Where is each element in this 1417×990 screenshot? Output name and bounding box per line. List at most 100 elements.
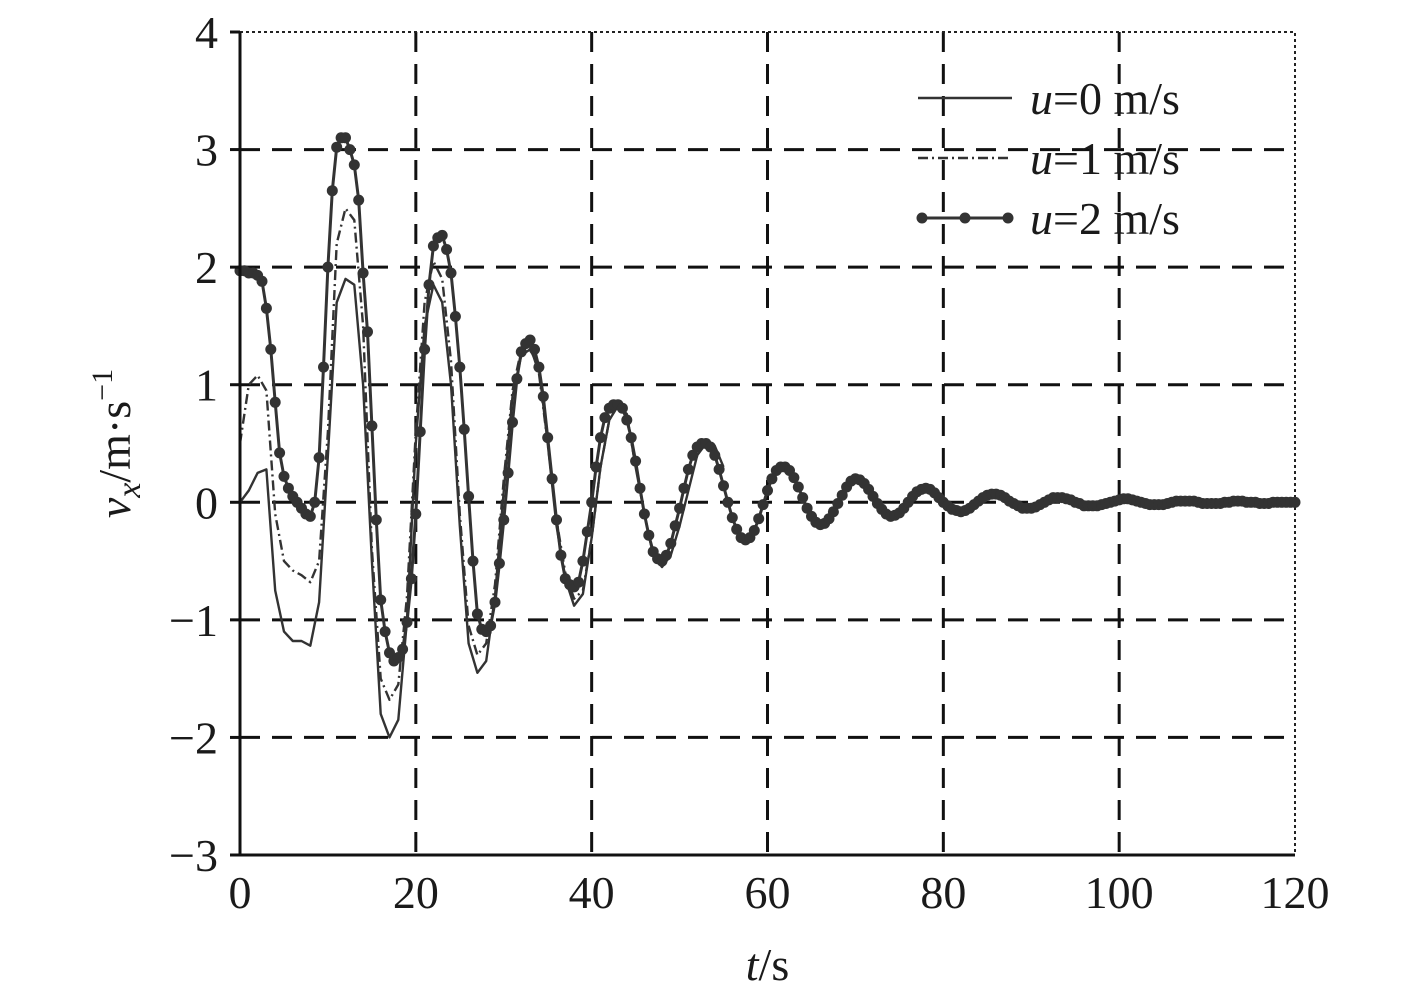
data-point bbox=[445, 267, 457, 279]
y-tick-label: 2 bbox=[195, 242, 218, 293]
y-axis-label-sub: x bbox=[111, 483, 148, 499]
data-point bbox=[348, 159, 360, 171]
legend-marker bbox=[1002, 212, 1014, 224]
y-tick-label: −2 bbox=[169, 712, 218, 763]
data-point bbox=[643, 529, 655, 541]
data-point bbox=[340, 132, 351, 144]
data-point bbox=[265, 343, 277, 355]
axes: 0 20 40 60 80 100 120 −3 −2 −1 0 1 2 3 4 bbox=[169, 7, 1329, 918]
series-line-1 bbox=[238, 207, 637, 701]
y-axis-label-unit: /m·s bbox=[89, 401, 140, 483]
data-point bbox=[718, 480, 729, 492]
data-point bbox=[274, 447, 286, 459]
data-point bbox=[397, 643, 409, 655]
x-tick-label: 100 bbox=[1085, 867, 1154, 918]
y-axis-label-sup: −1 bbox=[86, 369, 119, 401]
data-point bbox=[260, 302, 272, 314]
data-point bbox=[590, 461, 602, 473]
data-point bbox=[577, 555, 589, 567]
data-point bbox=[630, 455, 642, 467]
data-point bbox=[436, 229, 448, 241]
data-point bbox=[581, 526, 593, 538]
data-point bbox=[757, 499, 769, 511]
data-point bbox=[309, 496, 321, 508]
data-point bbox=[357, 267, 369, 279]
x-axis-label-var: t bbox=[746, 939, 760, 990]
y-tick-label: 1 bbox=[195, 360, 218, 411]
data-point bbox=[313, 452, 325, 464]
y-tick-label: −3 bbox=[169, 830, 218, 881]
data-point bbox=[375, 594, 387, 606]
legend-label-rest: =0 m/s bbox=[1053, 73, 1180, 124]
y-tick-label: −1 bbox=[169, 595, 218, 646]
legend-label-0: u=0 m/s bbox=[1030, 73, 1180, 124]
data-point bbox=[638, 508, 650, 520]
data-point bbox=[489, 596, 501, 608]
data-point bbox=[621, 414, 633, 426]
data-point bbox=[454, 361, 466, 373]
data-point bbox=[379, 626, 391, 638]
data-point bbox=[573, 576, 584, 588]
data-point bbox=[616, 402, 628, 414]
data-point bbox=[485, 620, 497, 632]
data-point bbox=[427, 240, 439, 252]
x-axis-label: t/s bbox=[746, 939, 789, 990]
y-axis-label: vx/m·s−1 bbox=[86, 369, 148, 518]
data-point bbox=[665, 537, 677, 549]
legend-label-1: u=1 m/s bbox=[1030, 133, 1180, 184]
data-point bbox=[384, 647, 395, 659]
data-point bbox=[788, 472, 800, 484]
data-point bbox=[414, 426, 426, 438]
data-point bbox=[542, 432, 554, 444]
legend-label-rest: =2 m/s bbox=[1053, 193, 1180, 244]
data-point bbox=[362, 326, 373, 338]
legend: u=0 m/s u=1 m/su=2 m/s bbox=[916, 73, 1180, 244]
data-point bbox=[278, 470, 290, 482]
data-point bbox=[674, 502, 686, 514]
x-tick-label: 60 bbox=[745, 867, 791, 918]
data-point bbox=[471, 608, 483, 620]
legend-label-var: u bbox=[1030, 133, 1053, 184]
data-point bbox=[511, 373, 523, 385]
data-point bbox=[687, 449, 699, 461]
data-point bbox=[660, 549, 672, 561]
data-point bbox=[546, 473, 558, 485]
data-point bbox=[256, 275, 268, 287]
data-point bbox=[423, 279, 435, 291]
data-point bbox=[726, 512, 738, 524]
data-point bbox=[682, 463, 694, 475]
series-layer bbox=[234, 132, 1301, 739]
data-point bbox=[441, 244, 453, 255]
y-tick-label: 4 bbox=[195, 7, 218, 58]
data-point bbox=[797, 492, 809, 504]
x-tick-label: 80 bbox=[920, 867, 966, 918]
data-point bbox=[419, 343, 431, 355]
data-point bbox=[269, 396, 281, 408]
data-point bbox=[405, 573, 417, 585]
data-point bbox=[722, 496, 734, 508]
data-point bbox=[529, 343, 540, 355]
data-point bbox=[533, 361, 545, 373]
data-point bbox=[304, 510, 316, 522]
legend-label-rest: =1 m/s bbox=[1053, 133, 1180, 184]
data-point bbox=[731, 523, 743, 535]
data-point bbox=[318, 361, 329, 373]
data-point bbox=[366, 420, 378, 432]
data-point bbox=[493, 557, 505, 569]
data-point bbox=[762, 485, 773, 496]
data-point bbox=[766, 473, 778, 485]
data-point bbox=[1289, 496, 1301, 508]
data-point bbox=[625, 432, 637, 444]
data-point bbox=[282, 482, 294, 494]
x-axis-label-unit: /s bbox=[759, 939, 790, 990]
data-point bbox=[669, 520, 681, 532]
data-point bbox=[599, 412, 611, 424]
y-tick-label: 3 bbox=[195, 125, 218, 176]
data-point bbox=[827, 506, 839, 518]
data-point bbox=[392, 652, 404, 663]
legend-marker bbox=[959, 212, 971, 224]
data-point bbox=[704, 441, 716, 453]
y-axis-label-var: v bbox=[89, 497, 140, 518]
data-point bbox=[463, 490, 475, 502]
